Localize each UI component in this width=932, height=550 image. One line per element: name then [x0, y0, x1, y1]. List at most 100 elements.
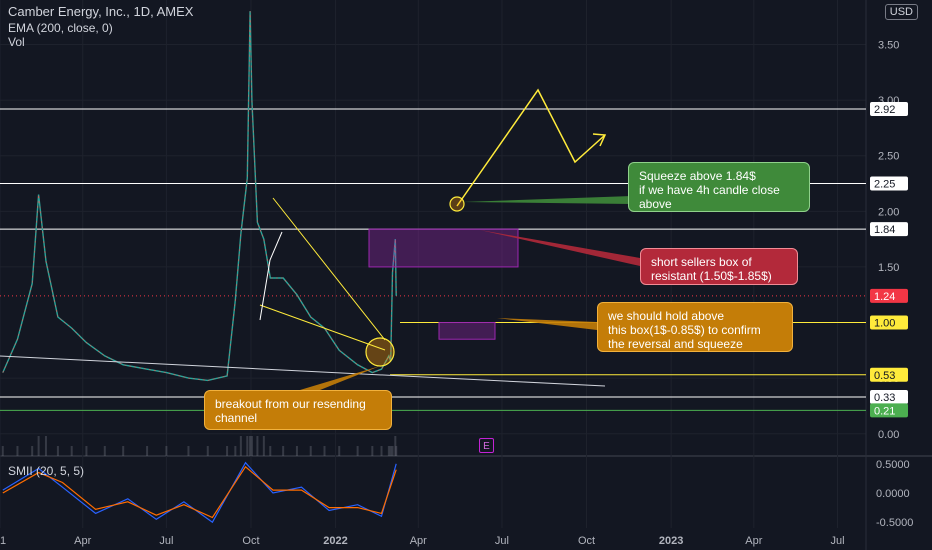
x-tick-label: Jul	[830, 535, 844, 547]
squeeze-circle	[449, 196, 465, 212]
volume-bar	[250, 436, 253, 456]
volume-indicator-label[interactable]: Vol	[8, 35, 25, 49]
volume-bar	[389, 446, 392, 456]
y-tick-label: 2.00	[878, 206, 899, 218]
smii-tick-label: 0.0000	[876, 488, 910, 500]
y-tick-label: 1.50	[878, 262, 899, 274]
volume-bar	[395, 446, 398, 456]
volume-bar	[16, 446, 19, 456]
volume-bar	[56, 446, 59, 456]
volume-bar	[37, 436, 40, 456]
volume-bar	[269, 446, 272, 456]
price-badge-label: 1.84	[874, 224, 895, 236]
time-axis: 21 Apr Jul Oct 2022 Apr Jul Oct 2023 Apr Jul	[0, 535, 845, 547]
volume-bar	[323, 446, 326, 456]
volume-bar	[165, 446, 168, 456]
price-badge-label: 1.00	[874, 318, 895, 330]
price-badge	[870, 101, 908, 116]
price-badge-label: 2.25	[874, 179, 895, 191]
x-tick-label: Apr	[410, 535, 427, 547]
volume-bar	[146, 446, 149, 456]
volume-bar	[391, 446, 394, 456]
y-tick-label: 2.50	[878, 151, 899, 163]
volume-bar	[380, 446, 383, 456]
price-badge	[870, 176, 908, 191]
note-pointer	[300, 366, 380, 390]
price-badge	[870, 315, 908, 330]
volume-bar	[394, 436, 397, 456]
trend-line	[259, 231, 283, 321]
volume-bar	[371, 446, 374, 456]
volume-bars	[1, 436, 398, 456]
smii-tick-label: -0.5000	[876, 517, 913, 529]
volume-bar	[85, 446, 88, 456]
chart-title: Camber Energy, Inc., 1D, AMEX	[8, 4, 194, 19]
price-badge	[870, 390, 908, 405]
x-tick-label: 2022	[323, 535, 347, 547]
short-box-note[interactable]: short sellers box of resistant (1.50$-1.…	[640, 248, 798, 285]
volume-bar	[103, 446, 106, 456]
volume-bar	[256, 436, 259, 456]
volume-bar	[1, 446, 4, 456]
drawings	[0, 88, 640, 390]
short-sellers-box	[368, 228, 519, 268]
volume-bar	[246, 436, 249, 456]
price-badge-label: 0.53	[874, 370, 895, 382]
note-pointer	[480, 230, 640, 266]
price-line-down	[2, 11, 397, 381]
x-tick-label: Jul	[495, 535, 509, 547]
smii-line	[2, 465, 397, 519]
projection-path	[456, 88, 606, 207]
volume-bar	[239, 436, 242, 456]
hold-box	[438, 322, 496, 340]
volume-bar	[356, 446, 359, 456]
volume-bar	[206, 446, 209, 456]
volume-bar	[249, 436, 252, 456]
ema-indicator-label[interactable]: EMA (200, close, 0)	[8, 21, 113, 35]
smii-line	[2, 461, 397, 524]
volume-bar	[122, 446, 125, 456]
price-badge	[870, 222, 908, 237]
price-badge-label: 0.21	[874, 405, 895, 417]
x-tick-label: Apr	[74, 535, 91, 547]
y-tick-label: 3.50	[878, 39, 899, 51]
hold-note[interactable]: we should hold above this box(1$-0.85$) …	[597, 302, 793, 352]
trend-line	[0, 355, 606, 387]
squeeze-note[interactable]: Squeeze above 1.84$ if we have 4h candle…	[628, 162, 810, 212]
x-tick-label: Oct	[578, 535, 595, 547]
volume-bar	[338, 446, 341, 456]
volume-bar	[31, 446, 34, 456]
smii-indicator-label[interactable]: SMII (20, 5, 5)	[8, 464, 85, 478]
price-badge	[870, 288, 908, 303]
x-tick-label: Oct	[242, 535, 259, 547]
breakout-note[interactable]: breakout from our resending channel	[204, 390, 392, 430]
note-pointer	[462, 196, 632, 204]
volume-bar	[295, 446, 298, 456]
price-badge	[870, 403, 908, 418]
volume-bar	[226, 446, 229, 456]
price-badge-label: 1.24	[874, 291, 895, 303]
smii-pane: 0.5000 0.0000 -0.5000	[2, 459, 913, 529]
volume-bar	[234, 446, 237, 456]
projection-arrowhead	[592, 133, 607, 147]
y-tick-label: 0.00	[878, 429, 899, 441]
price-series	[2, 11, 397, 382]
volume-bar	[309, 446, 312, 456]
price-badge-label: 2.92	[874, 104, 895, 116]
volume-bar	[70, 446, 73, 456]
x-tick-label: Apr	[745, 535, 762, 547]
volume-bar	[44, 436, 47, 456]
volume-bar	[282, 446, 285, 456]
volume-bar	[262, 436, 265, 456]
currency-badge[interactable]: USD	[884, 4, 918, 20]
breakout-circle	[365, 337, 395, 367]
volume-bar	[187, 446, 190, 456]
price-badge	[870, 367, 908, 382]
note-pointer	[497, 318, 597, 330]
price-axis: 3.503.002.502.001.500.500.002.922.251.84…	[870, 39, 908, 441]
channel-line	[272, 197, 386, 341]
channel-line	[259, 304, 386, 351]
earnings-marker[interactable]: E	[479, 438, 494, 453]
x-tick-label: 21	[0, 535, 6, 547]
